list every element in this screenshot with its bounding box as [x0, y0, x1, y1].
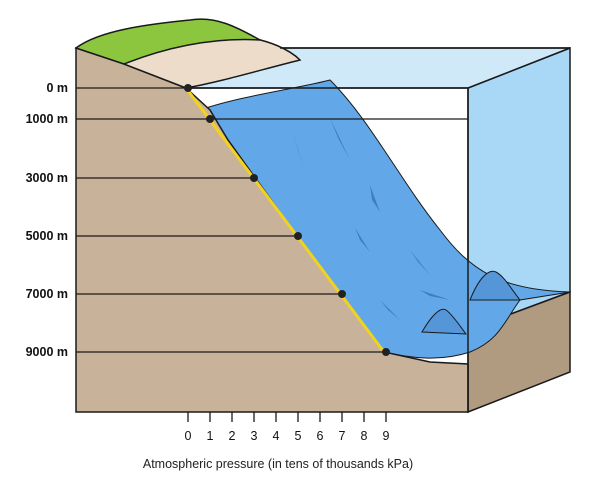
- depth-marker: [382, 348, 390, 356]
- pressure-tick-label: 8: [361, 429, 368, 443]
- water-streak: [380, 300, 400, 320]
- pressure-tick-label: 5: [295, 429, 302, 443]
- depth-marker: [250, 174, 258, 182]
- depth-marker: [184, 84, 192, 92]
- pressure-tick-label: 2: [229, 429, 236, 443]
- grass-hill: [74, 18, 261, 65]
- depth-label: 3000 m: [26, 171, 68, 185]
- pressure-tick-label: 9: [383, 429, 390, 443]
- pressure-axis: 0 1 2 3 4 5 6 7 8 9: [185, 412, 390, 443]
- depth-label: 0 m: [46, 81, 68, 95]
- water-streak: [420, 290, 450, 300]
- seamount: [469, 270, 522, 301]
- depth-marker: [338, 290, 346, 298]
- water-streak: [330, 118, 350, 160]
- water-streak: [410, 250, 430, 275]
- pressure-tick-label: 3: [251, 429, 258, 443]
- depth-label: 7000 m: [26, 287, 68, 301]
- pressure-tick-label: 1: [207, 429, 214, 443]
- depth-label: 9000 m: [26, 345, 68, 359]
- depth-marker: [206, 115, 214, 123]
- water-streak: [370, 185, 380, 212]
- water-streak: [355, 228, 370, 252]
- axis-caption: Atmospheric pressure (in tens of thousan…: [143, 457, 413, 471]
- slope-profile-line: [184, 87, 386, 353]
- depth-label: 1000 m: [26, 112, 68, 126]
- pressure-tick-label: 4: [273, 429, 280, 443]
- pressure-tick-label: 0: [185, 429, 192, 443]
- depth-label: 5000 m: [26, 229, 68, 243]
- depth-labels: 0 m 1000 m 3000 m 5000 m 7000 m 9000 m: [26, 81, 68, 359]
- depth-marker: [294, 232, 302, 240]
- depth-reference-lines: [76, 84, 468, 356]
- pressure-tick-label: 6: [317, 429, 324, 443]
- pressure-tick-label: 7: [339, 429, 346, 443]
- seamount: [421, 308, 468, 335]
- water-streak: [292, 130, 304, 168]
- deep-water: [199, 79, 571, 359]
